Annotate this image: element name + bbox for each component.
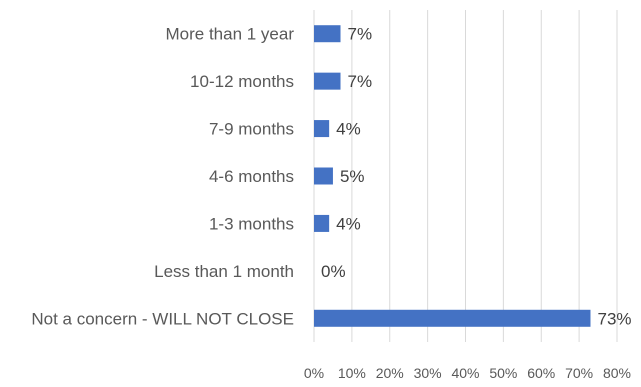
x-tick-label: 60% — [527, 365, 555, 381]
x-tick-label: 30% — [414, 365, 442, 381]
data-label: 0% — [321, 262, 346, 281]
category-label: 10-12 months — [190, 72, 294, 91]
x-tick-label: 40% — [451, 365, 479, 381]
category-label: 7-9 months — [209, 120, 294, 139]
x-tick-label: 20% — [376, 365, 404, 381]
x-tick-label: 80% — [603, 365, 631, 381]
bar — [314, 72, 341, 90]
grid-layer — [313, 10, 618, 342]
category-label: Less than 1 month — [154, 262, 294, 281]
category-label: 4-6 months — [209, 167, 294, 186]
data-label: 4% — [336, 120, 361, 139]
category-label: More than 1 year — [165, 25, 294, 44]
x-tick-label: 0% — [304, 365, 324, 381]
data-label: 4% — [336, 214, 361, 233]
bar — [314, 25, 341, 43]
category-label: Not a concern - WILL NOT CLOSE — [31, 309, 294, 328]
x-tick-label: 70% — [565, 365, 593, 381]
data-label: 7% — [348, 25, 373, 44]
category-label: 1-3 months — [209, 214, 294, 233]
data-label: 7% — [348, 72, 373, 91]
x-tick-label: 50% — [489, 365, 517, 381]
bar — [314, 309, 591, 327]
bar — [314, 120, 330, 138]
x-tick-label: 10% — [338, 365, 366, 381]
data-label: 73% — [597, 309, 631, 328]
bar — [314, 214, 330, 232]
data-label: 5% — [340, 167, 365, 186]
bar — [314, 167, 333, 185]
tick-layer: 0% 10% 20% 30% 40% 50% 60% 70% 80% — [304, 365, 631, 381]
bar-layer — [314, 25, 591, 327]
label-layer: More than 1 year 7% 10-12 months 7% 7-9 mont… — [31, 25, 631, 329]
